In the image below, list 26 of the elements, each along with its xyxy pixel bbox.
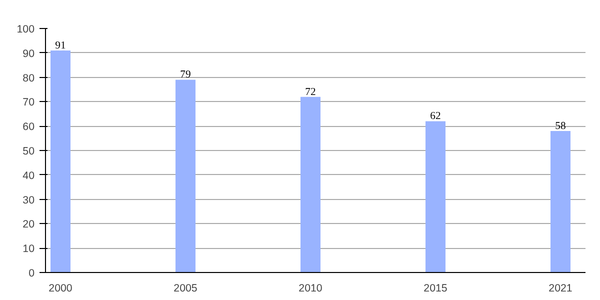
y-tick-label: 40 (22, 170, 35, 182)
y-tick-label: 70 (22, 96, 35, 109)
bar (550, 130, 570, 272)
y-tick-label: 30 (22, 194, 35, 206)
bar (176, 80, 196, 272)
data-label: 72 (305, 86, 316, 98)
data-label: 58 (555, 120, 566, 132)
y-tick-label: 100 (16, 24, 35, 36)
bar (300, 96, 320, 272)
y-tick-label: 20 (22, 218, 35, 231)
y-tick-label: 90 (22, 48, 35, 60)
data-label: 79 (180, 70, 191, 81)
x-tick-label: 2021 (548, 282, 572, 294)
data-label: 62 (430, 111, 441, 122)
bar (426, 121, 446, 272)
y-tick-label: 10 (22, 243, 35, 256)
x-tick-label: 2015 (424, 282, 448, 294)
x-tick-label: 2010 (298, 282, 322, 294)
x-tick-label: 2000 (48, 282, 72, 294)
data-label: 91 (55, 40, 66, 52)
bar (50, 50, 70, 272)
x-tick-label: 2005 (174, 282, 198, 294)
y-tick-label: 80 (22, 72, 35, 84)
y-tick-label: 50 (22, 146, 35, 158)
y-tick-label: 60 (22, 121, 35, 134)
y-tick-label: 0 (28, 268, 35, 280)
